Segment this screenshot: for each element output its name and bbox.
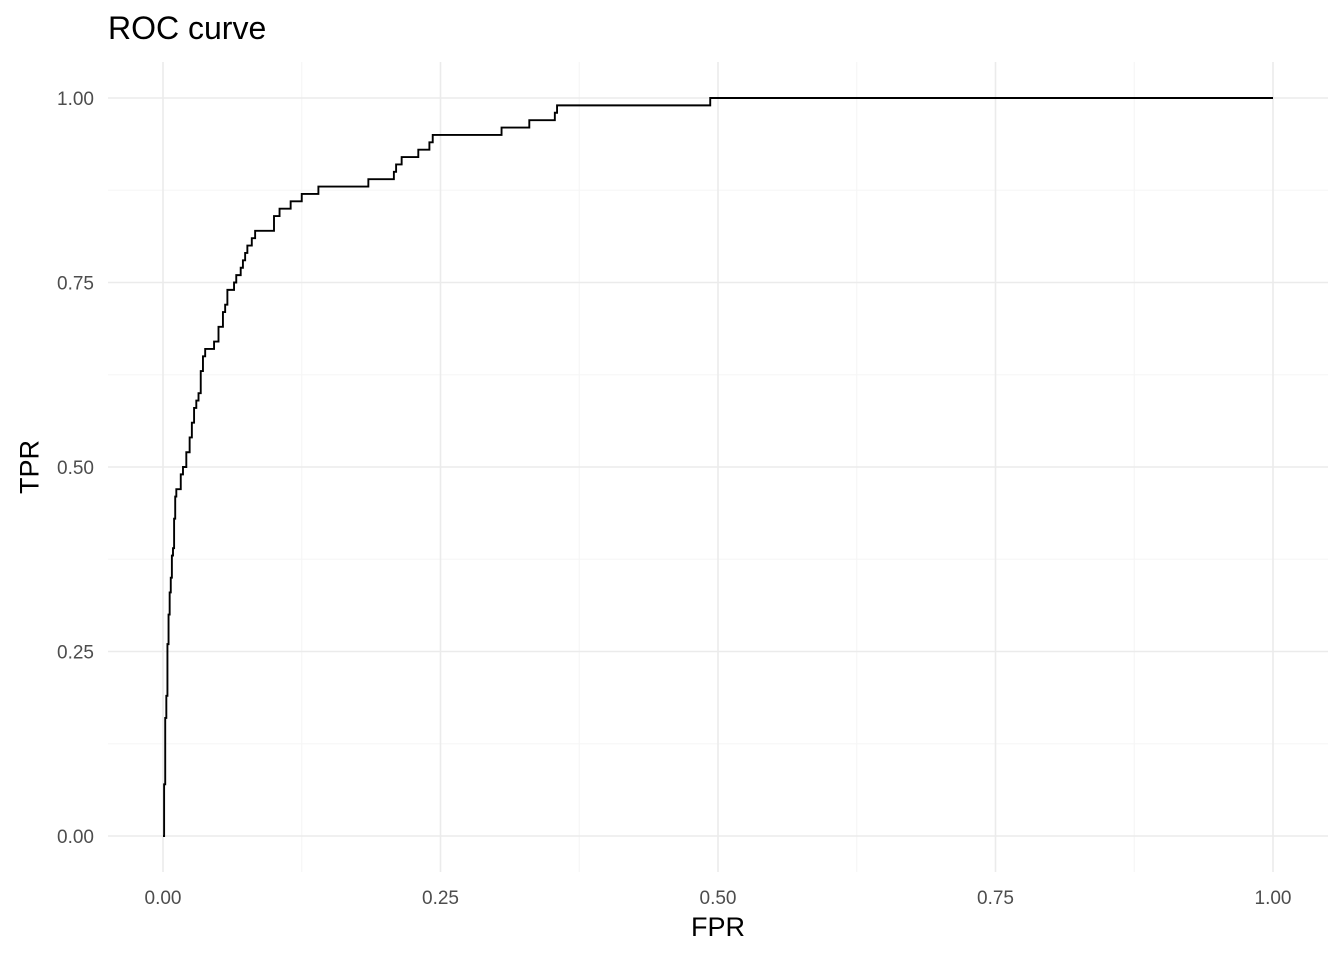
x-tick-label: 0.75: [977, 888, 1014, 909]
y-tick-label: 0.00: [57, 827, 94, 848]
x-tick-label: 0.00: [145, 888, 182, 909]
y-tick-label: 0.50: [57, 458, 94, 479]
roc-curve-line: [163, 97, 1273, 837]
chart-title: ROC curve: [108, 10, 267, 46]
x-tick-label: 0.50: [700, 888, 737, 909]
y-tick-label: 1.00: [57, 89, 94, 110]
x-axis-label: FPR: [691, 912, 745, 942]
x-tick-label: 1.00: [1255, 888, 1292, 909]
x-tick-label: 0.25: [422, 888, 459, 909]
y-tick-label: 0.75: [57, 274, 94, 295]
y-axis-label: TPR: [14, 440, 45, 494]
y-tick-label: 0.25: [57, 643, 94, 664]
